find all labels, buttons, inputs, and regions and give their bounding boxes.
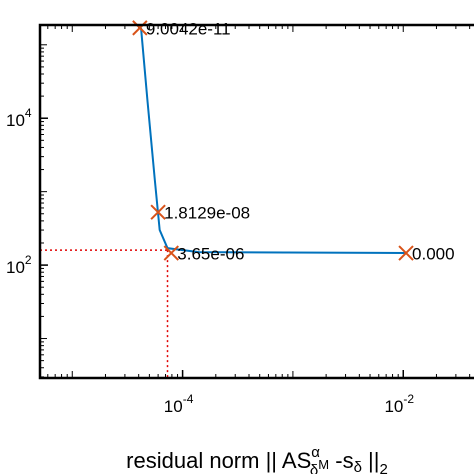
point-label: 3.65e-06: [177, 245, 244, 264]
point-marker: [132, 20, 148, 36]
point-marker: [398, 245, 414, 261]
y-tick-label: 104: [6, 106, 32, 130]
xlabel-part: residual norm || AS: [126, 448, 311, 473]
tick-exponent: -2: [403, 392, 414, 406]
tick-base: 10: [6, 112, 25, 131]
tick-exponent: 2: [25, 253, 32, 267]
xlabel-part: ||: [362, 448, 380, 473]
point-marker: [163, 245, 180, 261]
tick-base: 10: [6, 259, 25, 278]
axes-box: [38, 23, 474, 380]
xlabel-sub: 2: [379, 461, 387, 474]
xlabel-sub: δ: [310, 462, 318, 474]
tick-base: 10: [384, 397, 403, 416]
xlabel-sub: δ: [354, 459, 362, 474]
xlabel-sub: M: [318, 457, 329, 472]
x-axis-label: residual norm || ASα δM -sδ ||2: [126, 444, 388, 474]
tick-exponent: 4: [25, 106, 32, 120]
xlabel-sup: α: [311, 444, 320, 461]
x-tick-label: 10-2: [384, 392, 414, 416]
point-marker: [150, 204, 166, 220]
x-tick-label: 10-4: [164, 392, 194, 416]
xlabel-part: -s: [329, 448, 353, 473]
point-label: 1.8129e-08: [164, 204, 250, 223]
point-label: 0.000: [412, 245, 455, 264]
point-label: 9.0042e-11: [146, 19, 231, 38]
y-tick-label: 102: [6, 253, 32, 277]
tick-exponent: -4: [183, 392, 194, 406]
curve: [140, 27, 407, 255]
tick-base: 10: [164, 397, 183, 416]
